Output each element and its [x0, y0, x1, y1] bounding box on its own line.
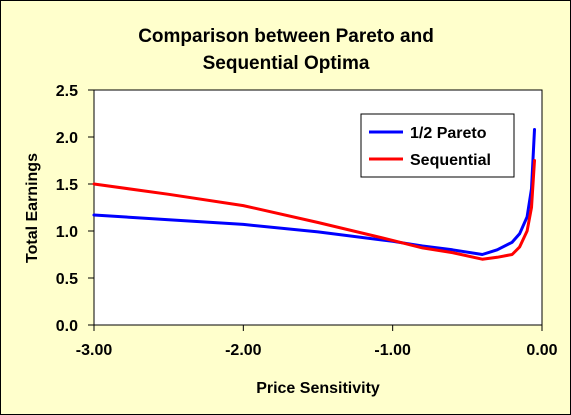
y-tick-label: 0.0 [56, 318, 78, 335]
legend: 1/2 Pareto Sequential [360, 113, 515, 178]
series-line-sequential [92, 159, 536, 261]
x-tick-label: -2.00 [225, 342, 262, 359]
legend-label-sequential: Sequential [410, 152, 491, 169]
y-tick-label: 2.5 [56, 83, 78, 100]
y-axis-title: Total Earnings [24, 153, 41, 263]
legend-label-pareto: 1/2 Pareto [410, 125, 487, 142]
x-tick-label: -3.00 [76, 342, 113, 359]
legend-box [360, 113, 515, 178]
series-line-pareto [92, 128, 536, 256]
series-lines [92, 128, 536, 261]
chart-title-line-1: Comparison between Pareto and [138, 26, 434, 47]
y-tick-label: 2.0 [56, 130, 78, 147]
y-tick-label: 0.5 [56, 271, 78, 288]
x-tick-label: -1.00 [374, 342, 411, 359]
axis-ticks: -3.00 -2.00 -1.00 0.00 0.0 0.5 1.0 1.5 2.0 2.5 [56, 83, 558, 359]
x-tick-label: 0.00 [526, 342, 557, 359]
chart-title-line-2: Sequential Optima [203, 53, 370, 74]
y-tick-label: 1.0 [56, 224, 78, 241]
y-tick-label: 1.5 [56, 177, 78, 194]
x-axis-title: Price Sensitivity [256, 380, 380, 397]
